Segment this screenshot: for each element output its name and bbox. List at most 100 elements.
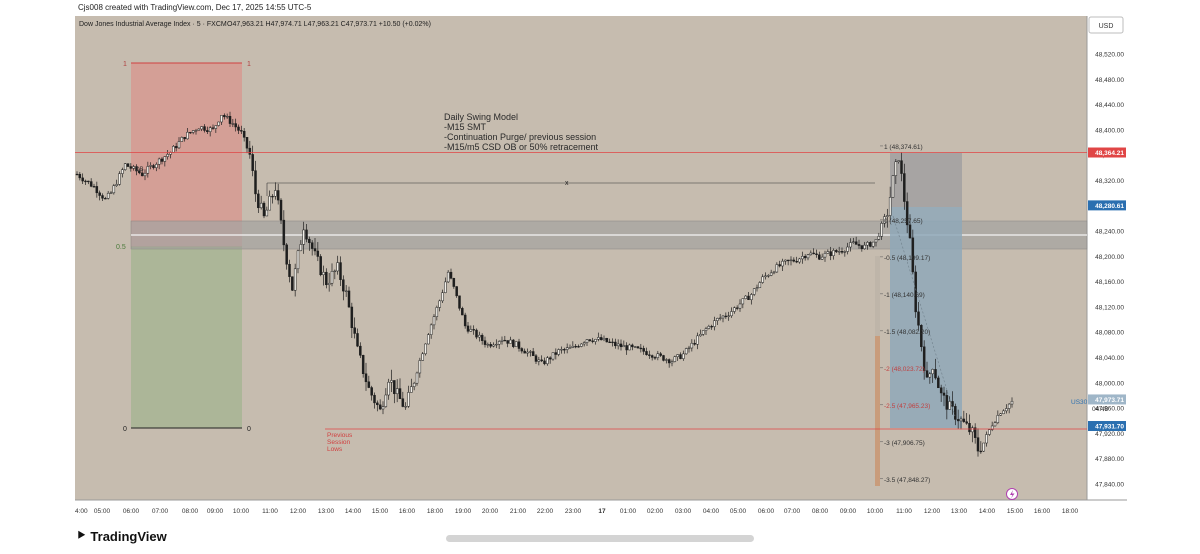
- time-tick-label: 15:00: [1007, 508, 1024, 515]
- candle-body: [361, 355, 365, 374]
- candle-body: [999, 413, 1002, 416]
- candle-body: [560, 349, 563, 351]
- candle-body: [582, 342, 586, 345]
- candle-body: [319, 256, 322, 276]
- candle-body: [976, 437, 980, 452]
- candle-body: [869, 242, 872, 247]
- candle-body: [540, 359, 543, 362]
- candle-body: [486, 344, 490, 346]
- candle-body: [611, 341, 614, 344]
- time-tick-label: 08:00: [182, 508, 199, 515]
- candle-body: [962, 418, 966, 422]
- candle-body: [903, 173, 906, 202]
- candle-body: [330, 271, 334, 284]
- home-indicator[interactable]: [446, 535, 754, 542]
- candle-body: [891, 175, 895, 198]
- candle-body: [274, 190, 277, 197]
- candle-body: [512, 339, 515, 347]
- lightning-icon[interactable]: [1006, 488, 1018, 500]
- candle-body: [506, 340, 509, 344]
- candle-body: [699, 334, 702, 337]
- candle-body: [795, 261, 798, 263]
- candle-body: [138, 170, 141, 174]
- candle-body: [225, 115, 229, 118]
- time-tick-label: 17: [598, 508, 606, 515]
- candle-body: [259, 202, 263, 209]
- candle-body: [152, 165, 155, 168]
- candle-body: [580, 343, 583, 347]
- candle-body: [398, 388, 402, 399]
- price-tick-label: 48,000.00: [1095, 380, 1124, 387]
- candle-body: [789, 259, 793, 262]
- candle-body: [852, 241, 855, 243]
- candle-body: [129, 166, 133, 169]
- candle-body: [778, 264, 781, 267]
- candle-body: [840, 251, 844, 253]
- candle-body: [914, 271, 917, 313]
- time-axis-panel[interactable]: [75, 500, 1127, 519]
- candle-body: [942, 392, 946, 396]
- time-tick-label: 09:00: [207, 508, 224, 515]
- candle-body: [75, 173, 79, 176]
- candle-body: [87, 180, 90, 183]
- fib-left-0-right: 0: [247, 426, 251, 433]
- candle-body: [356, 333, 359, 347]
- time-tick-label: 11:00: [262, 508, 278, 515]
- candle-body: [733, 307, 736, 312]
- candle-body: [446, 271, 450, 283]
- chart-container[interactable]: Dow Jones Industrial Average Index · 5 ·…: [75, 16, 1127, 519]
- time-tick-label: 15:00: [372, 508, 389, 515]
- candle-body: [217, 121, 220, 126]
- candle-body: [438, 300, 441, 308]
- candle-body: [798, 258, 801, 263]
- candle-body: [616, 343, 620, 347]
- time-tick-label: 07:00: [784, 508, 801, 515]
- candle-body: [563, 349, 566, 351]
- fib-right-label: -3.5 (47,848.27): [884, 477, 930, 484]
- candle-body: [265, 209, 269, 217]
- candle-body: [784, 259, 787, 262]
- candle-body: [905, 201, 909, 226]
- strategy-annotation[interactable]: Daily Swing Model -M15 SMT -Continuation…: [444, 112, 599, 152]
- candle-body: [327, 282, 331, 286]
- candle-body: [104, 197, 107, 200]
- candle-body: [551, 352, 555, 360]
- candle-body: [557, 349, 560, 355]
- candle-body: [296, 250, 300, 270]
- tradingview-logo[interactable]: ⯈ TradingView: [76, 528, 167, 544]
- symbol-title[interactable]: Dow Jones Industrial Average Index · 5 ·…: [79, 21, 227, 28]
- candle-body: [659, 353, 662, 356]
- candle-body: [132, 166, 135, 169]
- candle-body: [228, 115, 232, 124]
- time-tick-label: 13:00: [951, 508, 968, 515]
- candle-body: [758, 282, 762, 288]
- price-axis-panel[interactable]: [1087, 16, 1127, 500]
- candle-body: [432, 316, 436, 326]
- symbol-tag: US30: [1071, 399, 1088, 406]
- candle-body: [937, 377, 940, 389]
- candle-body: [78, 173, 82, 179]
- candle-body: [988, 429, 991, 435]
- candle-body: [767, 275, 770, 277]
- candle-body: [653, 357, 657, 359]
- brand-name: TradingView: [90, 528, 167, 544]
- candle-body: [769, 272, 773, 276]
- candle-body: [381, 406, 385, 410]
- currency-button[interactable]: [1088, 16, 1124, 34]
- candle-body: [509, 339, 512, 344]
- candle-body: [806, 254, 810, 259]
- price-tag: [1088, 200, 1126, 211]
- candle-body: [478, 334, 481, 338]
- price-tick-label: 48,320.00: [1095, 178, 1124, 185]
- candlestick-chart[interactable]: Dow Jones Industrial Average Index · 5 ·…: [75, 16, 1127, 519]
- candle-body: [948, 401, 951, 410]
- candle-body: [118, 173, 121, 185]
- candle-body: [81, 177, 84, 182]
- candle-body: [577, 346, 580, 348]
- candle-body: [101, 195, 104, 199]
- time-tick-label: 03:00: [675, 508, 692, 515]
- candle-body: [871, 241, 875, 247]
- time-tick-label: 18:00: [1062, 508, 1079, 515]
- candle-body: [92, 186, 96, 188]
